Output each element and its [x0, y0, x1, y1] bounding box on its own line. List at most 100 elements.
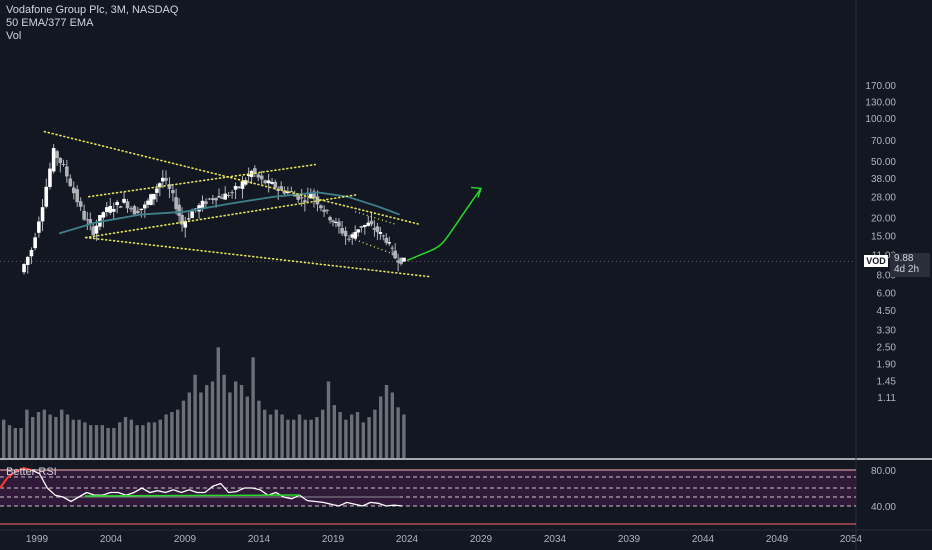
x-tick-label: 2024 — [396, 534, 419, 545]
candle-body — [58, 157, 63, 164]
trendline — [85, 236, 432, 278]
x-tick-label: 2019 — [322, 534, 345, 545]
candle-body — [246, 174, 251, 177]
candle-body — [309, 193, 313, 199]
candle-body — [37, 221, 41, 233]
chart-legend: Vodafone Group Plc, 3M, NASDAQ 50 EMA/37… — [6, 4, 178, 43]
volume-bar — [54, 417, 58, 458]
candle-body — [65, 166, 69, 177]
candle-body — [174, 197, 178, 210]
candle-body — [33, 237, 37, 249]
candle-body — [98, 214, 102, 227]
y-tick-label: 28.00 — [871, 193, 896, 204]
candle-body — [155, 188, 159, 193]
candle-body — [51, 148, 56, 172]
volume-bar — [321, 409, 325, 458]
candle-body — [289, 191, 294, 193]
volume-bar — [379, 396, 383, 458]
volume-bar — [205, 384, 209, 458]
candle-body — [85, 219, 90, 221]
volume-bar — [83, 422, 87, 458]
y-tick-label: 20.00 — [871, 214, 896, 225]
candle-body — [152, 193, 156, 200]
volume-bar — [350, 414, 354, 458]
candle-body — [223, 193, 228, 200]
bar-countdown: 4d 2h — [894, 264, 920, 275]
volume-bar — [94, 425, 99, 458]
candle-body — [378, 232, 383, 234]
candle-body — [183, 220, 188, 228]
volume-bar — [297, 414, 302, 458]
candle-body — [299, 197, 304, 199]
volume-bar — [19, 427, 23, 458]
volume-bar — [193, 374, 197, 458]
candle-body — [347, 238, 351, 240]
x-tick-label: 2054 — [840, 534, 863, 545]
volume-bar — [274, 409, 278, 458]
y-tick-label: 130.00 — [865, 97, 896, 108]
volume-bar — [315, 417, 319, 458]
candle-body — [142, 204, 147, 209]
candle-body — [193, 208, 198, 210]
candle-body — [88, 219, 93, 225]
candle-body — [396, 260, 400, 263]
candle-body — [129, 208, 133, 210]
volume-bar — [390, 392, 394, 458]
candle-body — [279, 186, 283, 190]
candle-body — [375, 226, 380, 233]
candle-body — [363, 224, 367, 227]
candle-body — [78, 201, 83, 207]
candle-body — [220, 197, 224, 199]
candle-body — [139, 208, 144, 211]
volume-bar — [176, 409, 180, 458]
candle-body — [366, 222, 371, 226]
volume-bar — [123, 417, 128, 458]
x-tick-label: 2039 — [618, 534, 641, 545]
candle-body — [146, 200, 150, 205]
candle-body — [240, 181, 245, 189]
volume-bar — [77, 419, 81, 458]
candle-body — [384, 237, 389, 243]
x-tick-label: 2049 — [766, 534, 789, 545]
volume-bar — [263, 409, 267, 458]
y-tick-label: 6.00 — [877, 288, 897, 299]
candle-body — [399, 257, 403, 264]
x-tick-label: 2009 — [174, 534, 197, 545]
candle-body — [190, 211, 194, 219]
x-tick-label: 2004 — [100, 534, 123, 545]
ema-label: 50 EMA/377 EMA — [6, 17, 94, 29]
candle-body — [177, 204, 181, 216]
volume-bar — [384, 384, 389, 458]
volume-bar — [245, 396, 249, 458]
volume-bar — [7, 425, 12, 458]
candle-body — [303, 200, 307, 202]
rsi-overbought-segment — [0, 467, 32, 489]
volume-bar — [112, 427, 116, 458]
candle-body — [108, 205, 113, 213]
volume-bar — [2, 419, 6, 458]
volume-bar — [268, 414, 273, 458]
y-tick-label: 170.00 — [865, 81, 896, 92]
candle-body — [263, 180, 267, 184]
rsi-signal-line — [84, 494, 301, 497]
volume-bar — [402, 414, 406, 458]
wedge-line — [354, 211, 396, 225]
candle-body — [55, 151, 59, 159]
y-tick-label: 15.00 — [871, 231, 896, 242]
y-tick-label: 100.00 — [865, 114, 896, 125]
candle-body — [337, 221, 341, 227]
volume-bar — [367, 417, 371, 458]
rsi-label: Better RSI — [6, 466, 57, 478]
x-tick-label: 2034 — [544, 534, 567, 545]
volume-bar — [373, 409, 377, 458]
candle-body — [186, 218, 191, 220]
candle-body — [273, 181, 278, 188]
candle-body — [29, 249, 34, 257]
candle-body — [393, 250, 397, 259]
volume-bar — [65, 414, 70, 458]
candle-body — [243, 180, 248, 185]
volume-bar — [181, 400, 186, 458]
candle-body — [253, 168, 257, 174]
